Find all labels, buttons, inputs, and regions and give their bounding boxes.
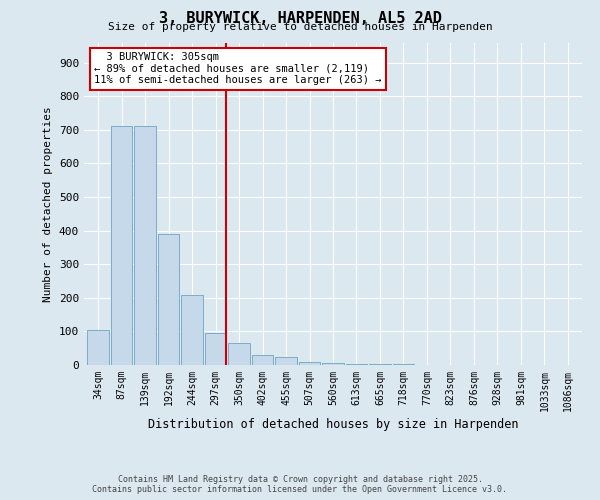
Text: Size of property relative to detached houses in Harpenden: Size of property relative to detached ho… [107,22,493,32]
Bar [205,333,226,365]
Bar [369,364,391,365]
Bar [111,126,133,365]
Bar [158,234,179,365]
Bar [392,364,414,365]
Bar [87,330,109,365]
Y-axis label: Number of detached properties: Number of detached properties [43,106,53,302]
Bar [275,356,297,365]
Bar [134,126,156,365]
X-axis label: Distribution of detached houses by size in Harpenden: Distribution of detached houses by size … [148,418,518,431]
Bar [228,343,250,365]
Bar [299,362,320,365]
Text: 3, BURYWICK, HARPENDEN, AL5 2AD: 3, BURYWICK, HARPENDEN, AL5 2AD [158,11,442,26]
Bar [322,364,344,365]
Bar [181,296,203,365]
Bar [252,355,274,365]
Text: 3 BURYWICK: 305sqm
← 89% of detached houses are smaller (2,119)
11% of semi-deta: 3 BURYWICK: 305sqm ← 89% of detached hou… [94,52,382,86]
Text: Contains HM Land Registry data © Crown copyright and database right 2025.
Contai: Contains HM Land Registry data © Crown c… [92,474,508,494]
Bar [346,364,367,365]
